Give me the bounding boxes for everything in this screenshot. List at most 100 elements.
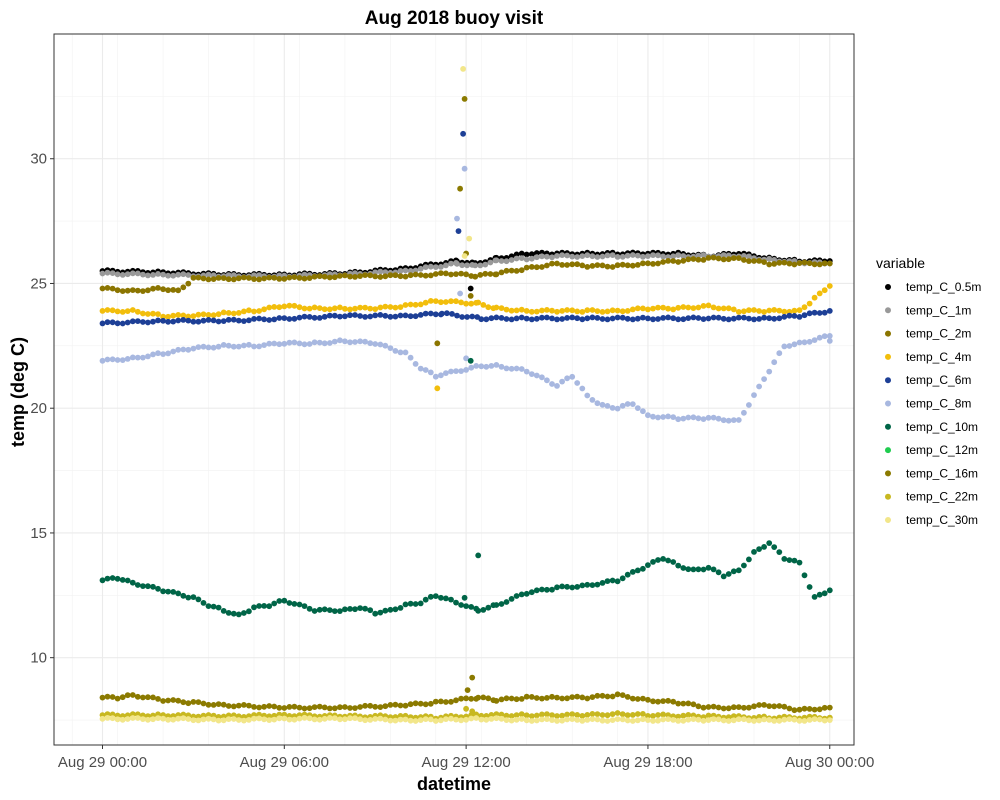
data-point (619, 261, 626, 268)
data-point (377, 268, 384, 275)
data-point (185, 317, 192, 324)
legend-title: variable (876, 255, 925, 271)
data-point (215, 311, 222, 318)
data-point (766, 315, 773, 322)
data-point (200, 600, 207, 606)
data-point (826, 283, 833, 289)
data-point (402, 349, 409, 356)
data-point (185, 272, 192, 278)
data-point (690, 305, 697, 311)
data-point (640, 716, 646, 723)
data-point (675, 304, 682, 311)
data-point (528, 589, 535, 596)
data-point (155, 271, 161, 277)
data-point (109, 715, 116, 722)
legend-label: temp_C_22m (906, 490, 978, 504)
data-point (680, 565, 687, 571)
axis-ticks: Aug 29 00:00 Aug 29 06:00 Aug 29 12:00 Aug … (30, 151, 874, 771)
data-point (705, 564, 712, 571)
data-point (629, 262, 636, 269)
data-point (266, 717, 273, 723)
data-point (574, 315, 581, 322)
data-point (266, 340, 273, 347)
data-point (730, 255, 737, 261)
data-point (665, 258, 671, 264)
data-point (544, 716, 550, 722)
data-point (569, 314, 576, 321)
data-point (518, 250, 525, 257)
data-point (609, 264, 616, 270)
data-point (594, 581, 601, 588)
data-point (286, 316, 293, 322)
data-point (665, 712, 671, 718)
data-point (660, 315, 666, 321)
data-point (140, 694, 146, 701)
data-point (129, 270, 136, 277)
data-point (609, 717, 616, 723)
data-point (483, 716, 490, 723)
data-point (513, 307, 520, 314)
data-point (261, 342, 267, 348)
data-point (367, 607, 374, 614)
data-point (655, 557, 661, 563)
data-point (271, 316, 278, 323)
data-point (392, 348, 399, 354)
data-point (286, 302, 293, 309)
data-point (301, 305, 308, 312)
data-point (569, 716, 576, 722)
data-point (134, 693, 141, 700)
data-point (624, 712, 631, 719)
data-point (200, 716, 207, 723)
data-point (190, 594, 197, 600)
data-point (781, 703, 788, 710)
data-point (776, 350, 783, 357)
data-point (347, 312, 353, 319)
data-point (801, 572, 808, 579)
data-point (362, 702, 368, 709)
data-point (599, 692, 606, 699)
legend-key (885, 400, 891, 407)
data-point (362, 605, 368, 612)
data-point (134, 354, 141, 361)
data-point (387, 272, 394, 279)
y-tick-label: 15 (30, 525, 47, 542)
data-point (331, 608, 338, 614)
data-point (569, 694, 576, 700)
data-point (155, 285, 161, 291)
data-point (276, 304, 283, 311)
data-point (554, 260, 560, 267)
data-point (533, 308, 540, 315)
data-point (114, 271, 121, 278)
data-point (286, 274, 293, 281)
data-point (680, 717, 687, 724)
data-point (160, 317, 167, 324)
data-point (155, 317, 161, 324)
data-point (700, 717, 707, 724)
data-point (241, 702, 247, 708)
data-point (645, 253, 651, 259)
data-point (160, 286, 167, 293)
data-point (574, 712, 581, 718)
series-temp_C_2m (99, 254, 833, 347)
data-point (134, 318, 141, 324)
data-point (286, 704, 293, 710)
data-point (766, 368, 773, 375)
data-point (594, 254, 601, 260)
data-point (266, 703, 273, 709)
data-point (614, 691, 621, 698)
data-point (766, 717, 773, 723)
data-point (241, 318, 247, 324)
data-point (422, 701, 429, 708)
data-point (215, 701, 222, 707)
data-point (695, 716, 702, 723)
data-point (559, 695, 565, 702)
data-point (291, 339, 298, 346)
data-point (660, 698, 666, 704)
data-point (761, 309, 767, 315)
data-point (246, 307, 252, 314)
data-point (599, 253, 606, 260)
data-point (725, 316, 732, 323)
data-point (756, 383, 762, 390)
data-point (145, 319, 151, 326)
data-point (342, 716, 348, 723)
